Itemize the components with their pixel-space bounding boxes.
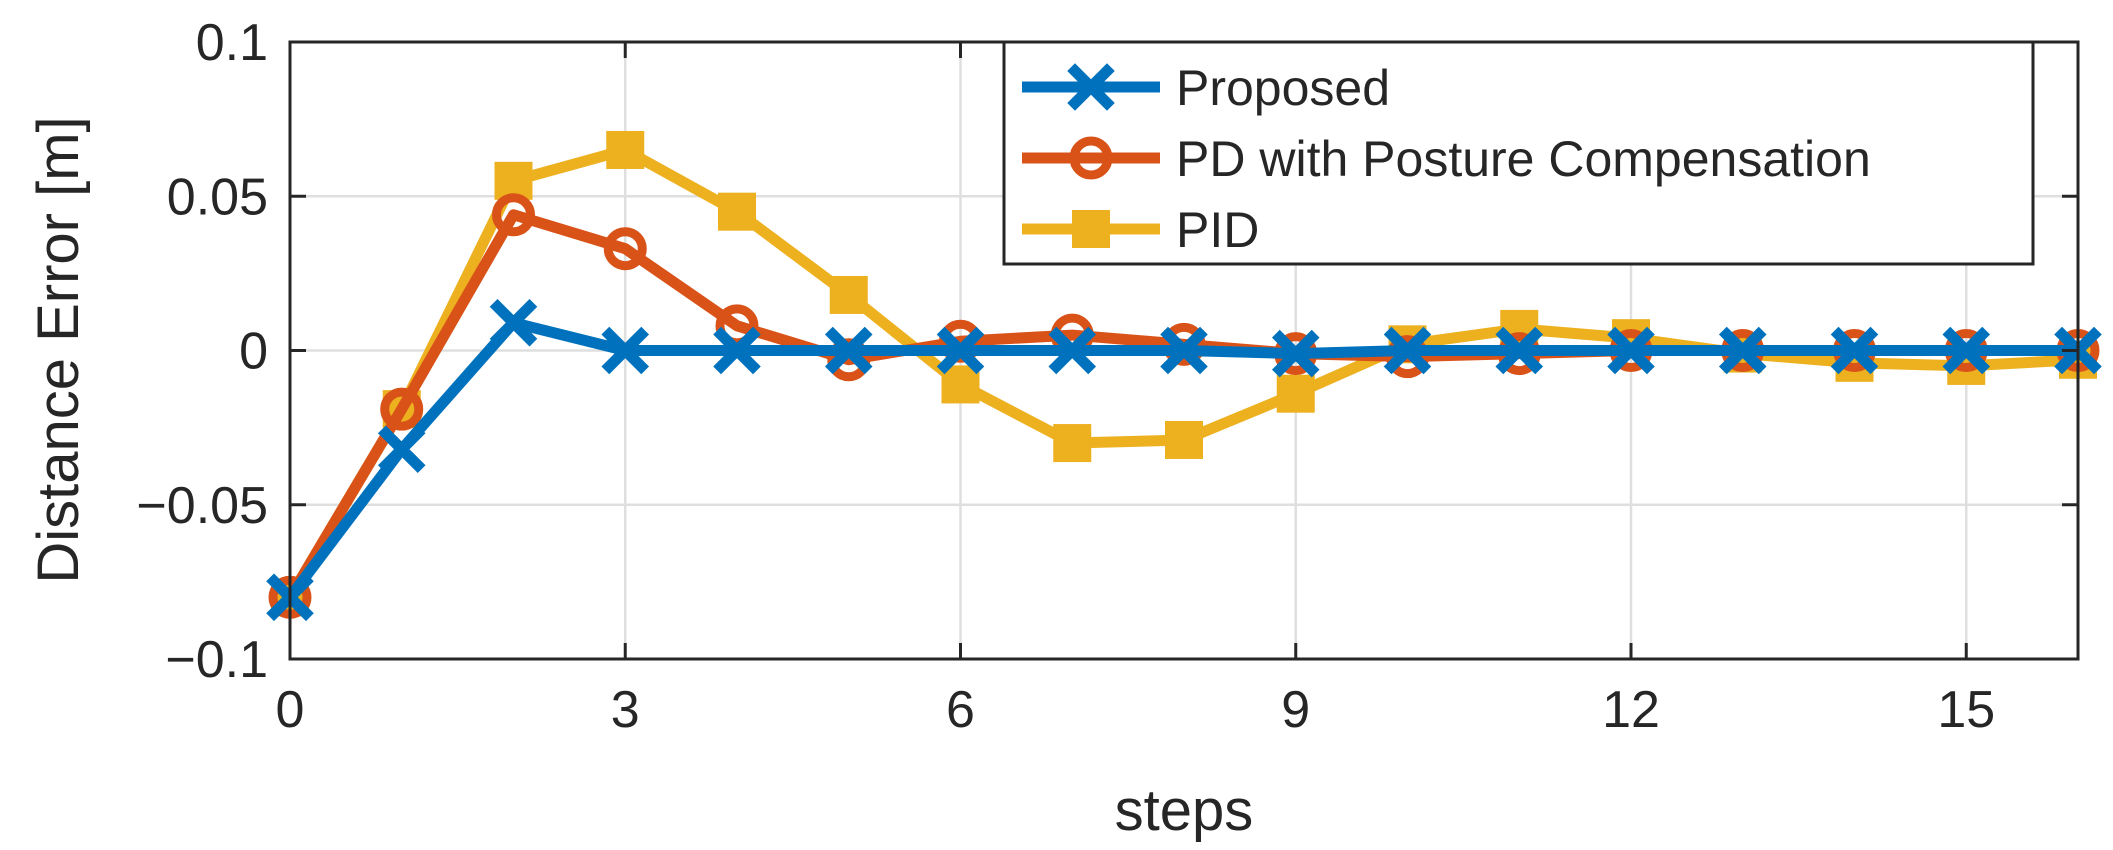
legend-label: PID xyxy=(1176,202,1259,258)
data-point-square xyxy=(829,275,868,314)
axis-ticks: 0 3 6 9 12 15 −0.1 −0.05 0 0.05 0.1 xyxy=(136,14,2078,739)
data-point-x xyxy=(601,326,650,375)
x-axis-label: steps xyxy=(1115,778,1254,843)
data-point-x xyxy=(1718,326,1767,375)
x-tick-label: 12 xyxy=(1602,681,1660,739)
legend-marker xyxy=(1069,136,1113,180)
data-point-square xyxy=(941,365,980,404)
data-point-x xyxy=(1942,326,1991,375)
legend-marker xyxy=(1072,210,1110,248)
legend-item: PD with Posture Compensation xyxy=(1022,131,1871,187)
data-point-x xyxy=(1160,326,1208,375)
x-tick-label: 15 xyxy=(1937,681,1995,739)
x-tick-label: 3 xyxy=(611,681,640,739)
data-point-x xyxy=(824,326,873,375)
x-tick-label: 0 xyxy=(276,681,305,739)
data-point-x xyxy=(936,326,985,375)
y-tick-label: −0.05 xyxy=(136,477,268,535)
y-tick-label: 0.05 xyxy=(167,168,268,226)
data-point-circle xyxy=(1162,322,1206,366)
x-tick-label: 9 xyxy=(1281,681,1310,739)
data-point-x xyxy=(1383,326,1432,375)
y-tick-label: −0.1 xyxy=(165,631,268,689)
data-point-square xyxy=(606,130,645,169)
data-point-x xyxy=(1048,326,1097,375)
data-point-x xyxy=(1271,329,1320,378)
data-point-square xyxy=(1165,420,1203,459)
data-point-circle xyxy=(492,193,535,237)
legend-label: PD with Posture Compensation xyxy=(1176,131,1871,187)
y-tick-label: 0.1 xyxy=(196,14,268,72)
data-point-x xyxy=(377,425,426,473)
data-point-square xyxy=(1276,374,1315,413)
legend-item: PID xyxy=(1022,202,1259,258)
x-tick-label: 6 xyxy=(946,681,975,739)
legend-item: Proposed xyxy=(1022,60,1390,116)
y-axis-label: Distance Error [m] xyxy=(26,116,91,583)
data-point-square xyxy=(1053,424,1092,463)
legend-label: Proposed xyxy=(1176,60,1390,116)
data-point-circle xyxy=(1386,335,1429,379)
data-point-x xyxy=(1607,326,1655,375)
data-point-circle xyxy=(603,227,647,271)
y-tick-label: 0 xyxy=(239,323,268,381)
data-point-x xyxy=(1495,326,1544,375)
data-point-x xyxy=(489,298,538,347)
data-point-x xyxy=(1830,326,1879,375)
legend-box xyxy=(1002,40,2035,266)
data-point-circle xyxy=(380,387,424,431)
legend: Proposed PD with Posture Compensation PID xyxy=(1002,40,2035,266)
legend-marker xyxy=(1067,63,1115,111)
data-point-x xyxy=(713,326,761,375)
data-point-square xyxy=(718,192,756,231)
